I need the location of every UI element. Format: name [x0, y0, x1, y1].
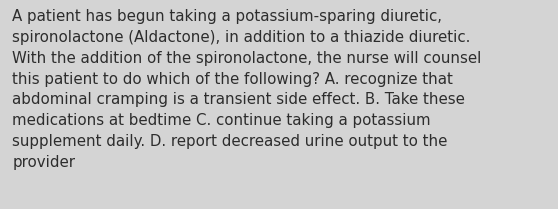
Text: A patient has begun taking a potassium-sparing diuretic,
spironolactone (Aldacto: A patient has begun taking a potassium-s… [12, 9, 482, 170]
